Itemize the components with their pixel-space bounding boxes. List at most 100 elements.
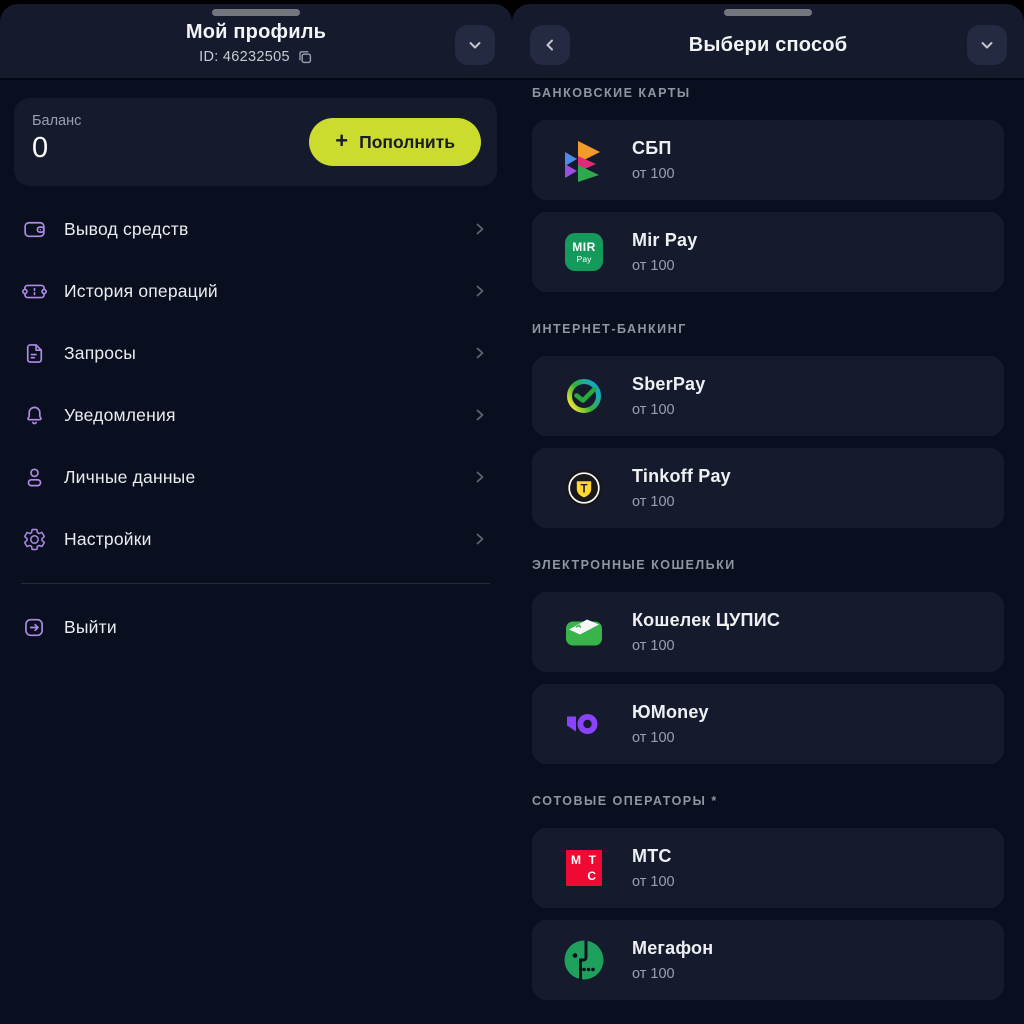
- payment-method-min: от 100: [632, 730, 675, 746]
- profile-menu: Вывод средств История операций: [14, 198, 497, 570]
- divider: [21, 583, 490, 584]
- gear-icon: [21, 526, 47, 552]
- payment-method-name: Mir Pay: [632, 230, 698, 250]
- logout-label: Выйти: [64, 616, 117, 637]
- menu-item-label: Настройки: [64, 528, 152, 549]
- cupis-wallet-logo-icon: [562, 610, 606, 654]
- menu-item-requests[interactable]: Запросы: [14, 322, 497, 384]
- menu-item-label: Вывод средств: [64, 218, 189, 239]
- profile-body: Баланс 0 + Пополнить Вывод средств: [0, 80, 512, 658]
- profile-header: Мой профиль ID: 46232505: [0, 4, 512, 80]
- topup-button[interactable]: + Пополнить: [309, 118, 481, 166]
- payment-method-megafon[interactable]: Мегафон от 100: [532, 920, 1004, 1000]
- section-header: ИНТЕРНЕТ-БАНКИНГ: [532, 322, 687, 336]
- copy-icon[interactable]: [297, 49, 313, 65]
- payment-method-cupis[interactable]: Кошелек ЦУПИС от 100: [532, 592, 1004, 672]
- section-header: БАНКОВСКИЕ КАРТЫ: [532, 86, 691, 100]
- section-bank-cards: БАНКОВСКИЕ КАРТЫ СБП от 100: [532, 86, 1004, 292]
- payment-method-tinkoff-pay[interactable]: T Tinkoff Pay от 100: [532, 448, 1004, 528]
- payment-method-min: от 100: [632, 258, 675, 274]
- plus-icon: +: [335, 128, 349, 153]
- sbp-logo-icon: [562, 138, 606, 182]
- payment-method-min: от 100: [632, 638, 675, 654]
- payment-method-name: Кошелек ЦУПИС: [632, 610, 781, 630]
- payment-header: Выбери способ: [512, 4, 1024, 80]
- payment-method-text: МТС от 100: [632, 846, 675, 890]
- payment-method-text: Tinkoff Pay от 100: [632, 466, 731, 510]
- payment-method-name: МТС: [632, 846, 672, 866]
- mir-logo-text: MIR: [572, 239, 596, 254]
- menu-item-withdrawal[interactable]: Вывод средств: [14, 198, 497, 260]
- section-e-wallets: ЭЛЕКТРОННЫЕ КОШЕЛЬКИ Кошелек ЦУПИС от 10…: [532, 558, 1004, 764]
- topup-button-label: Пополнить: [359, 131, 455, 152]
- payment-method-name: СБП: [632, 138, 672, 158]
- menu-item-label: История операций: [64, 280, 218, 301]
- profile-sheet: Мой профиль ID: 46232505 Баланс 0 + Попо…: [0, 4, 512, 1024]
- chevron-right-icon: [476, 471, 484, 483]
- menu-item-label: Запросы: [64, 342, 136, 363]
- chevron-left-icon: [546, 39, 553, 51]
- menu-item-history[interactable]: История операций: [14, 260, 497, 322]
- chevron-right-icon: [476, 533, 484, 545]
- logout-icon: [21, 614, 47, 640]
- user-icon: [21, 464, 47, 490]
- payment-method-sbp[interactable]: СБП от 100: [532, 120, 1004, 200]
- menu-item-personal-data[interactable]: Личные данные: [14, 446, 497, 508]
- bell-icon: [21, 402, 47, 428]
- yoomoney-logo-icon: [562, 702, 606, 746]
- payment-method-min: от 100: [632, 166, 675, 182]
- drag-handle[interactable]: [724, 9, 812, 16]
- mts-logo-letter-m: М: [571, 853, 581, 867]
- chevron-down-icon: [981, 42, 993, 49]
- menu-item-settings[interactable]: Настройки: [14, 508, 497, 570]
- megafon-logo-icon: [562, 938, 606, 982]
- mts-logo-letter-t: Т: [588, 853, 596, 867]
- payment-method-yoomoney[interactable]: ЮMoney от 100: [532, 684, 1004, 764]
- payment-method-mir-pay[interactable]: MIR Pay Mir Pay от 100: [532, 212, 1004, 292]
- chevron-right-icon: [476, 409, 484, 421]
- payment-method-text: SberPay от 100: [632, 374, 705, 418]
- chevron-right-icon: [476, 347, 484, 359]
- collapse-sheet-button[interactable]: [967, 25, 1007, 65]
- page-title: Выбери способ: [688, 34, 848, 56]
- payment-method-sberpay[interactable]: SberPay от 100: [532, 356, 1004, 436]
- section-header: ЭЛЕКТРОННЫЕ КОШЕЛЬКИ: [532, 558, 736, 572]
- balance-value: 0: [32, 132, 49, 164]
- back-button[interactable]: [530, 25, 570, 65]
- payment-method-text: СБП от 100: [632, 138, 675, 182]
- mts-logo-icon: М Т С: [562, 846, 606, 890]
- menu-item-label: Личные данные: [64, 466, 196, 487]
- payment-method-name: SberPay: [632, 374, 706, 394]
- payment-methods-sheet: Выбери способ БАНКОВСКИЕ КАРТЫ: [512, 4, 1024, 1024]
- balance-card: Баланс 0 + Пополнить: [14, 98, 497, 186]
- payment-method-text: Кошелек ЦУПИС от 100: [632, 610, 780, 654]
- ticket-icon: [21, 278, 47, 304]
- mir-logo-subtext: Pay: [576, 253, 592, 264]
- payment-method-mts[interactable]: М Т С МТС от 100: [532, 828, 1004, 908]
- chevron-right-icon: [476, 223, 484, 235]
- section-header: СОТОВЫЕ ОПЕРАТОРЫ *: [532, 794, 718, 808]
- section-mobile-operators: СОТОВЫЕ ОПЕРАТОРЫ * М Т С МТС от 100: [532, 794, 1004, 1000]
- user-id: ID: 46232505: [199, 49, 290, 65]
- balance-label: Баланс: [32, 113, 82, 129]
- payment-method-min: от 100: [632, 966, 675, 982]
- payment-method-min: от 100: [632, 494, 675, 510]
- wallet-icon: [21, 216, 47, 242]
- tinkoff-logo-letter: T: [580, 484, 587, 496]
- tinkoff-pay-logo-icon: T: [562, 466, 606, 510]
- menu-item-notifications[interactable]: Уведомления: [14, 384, 497, 446]
- mir-pay-logo-icon: MIR Pay: [562, 230, 606, 274]
- page-title: Мой профиль: [185, 21, 327, 43]
- drag-handle[interactable]: [212, 9, 300, 16]
- collapse-sheet-button[interactable]: [455, 25, 495, 65]
- sberpay-logo-icon: [562, 374, 606, 418]
- menu-item-logout[interactable]: Выйти: [14, 596, 497, 658]
- payment-method-min: от 100: [632, 402, 675, 418]
- section-internet-banking: ИНТЕРНЕТ-БАНКИНГ: [532, 322, 1004, 528]
- payment-method-text: Mir Pay от 100: [632, 230, 697, 274]
- payment-method-name: ЮMoney: [632, 702, 709, 722]
- user-id-row: ID: 46232505: [0, 49, 512, 65]
- payment-method-name: Мегафон: [632, 938, 714, 958]
- mts-logo-letter-c: С: [587, 869, 596, 883]
- payment-method-name: Tinkoff Pay: [632, 466, 731, 486]
